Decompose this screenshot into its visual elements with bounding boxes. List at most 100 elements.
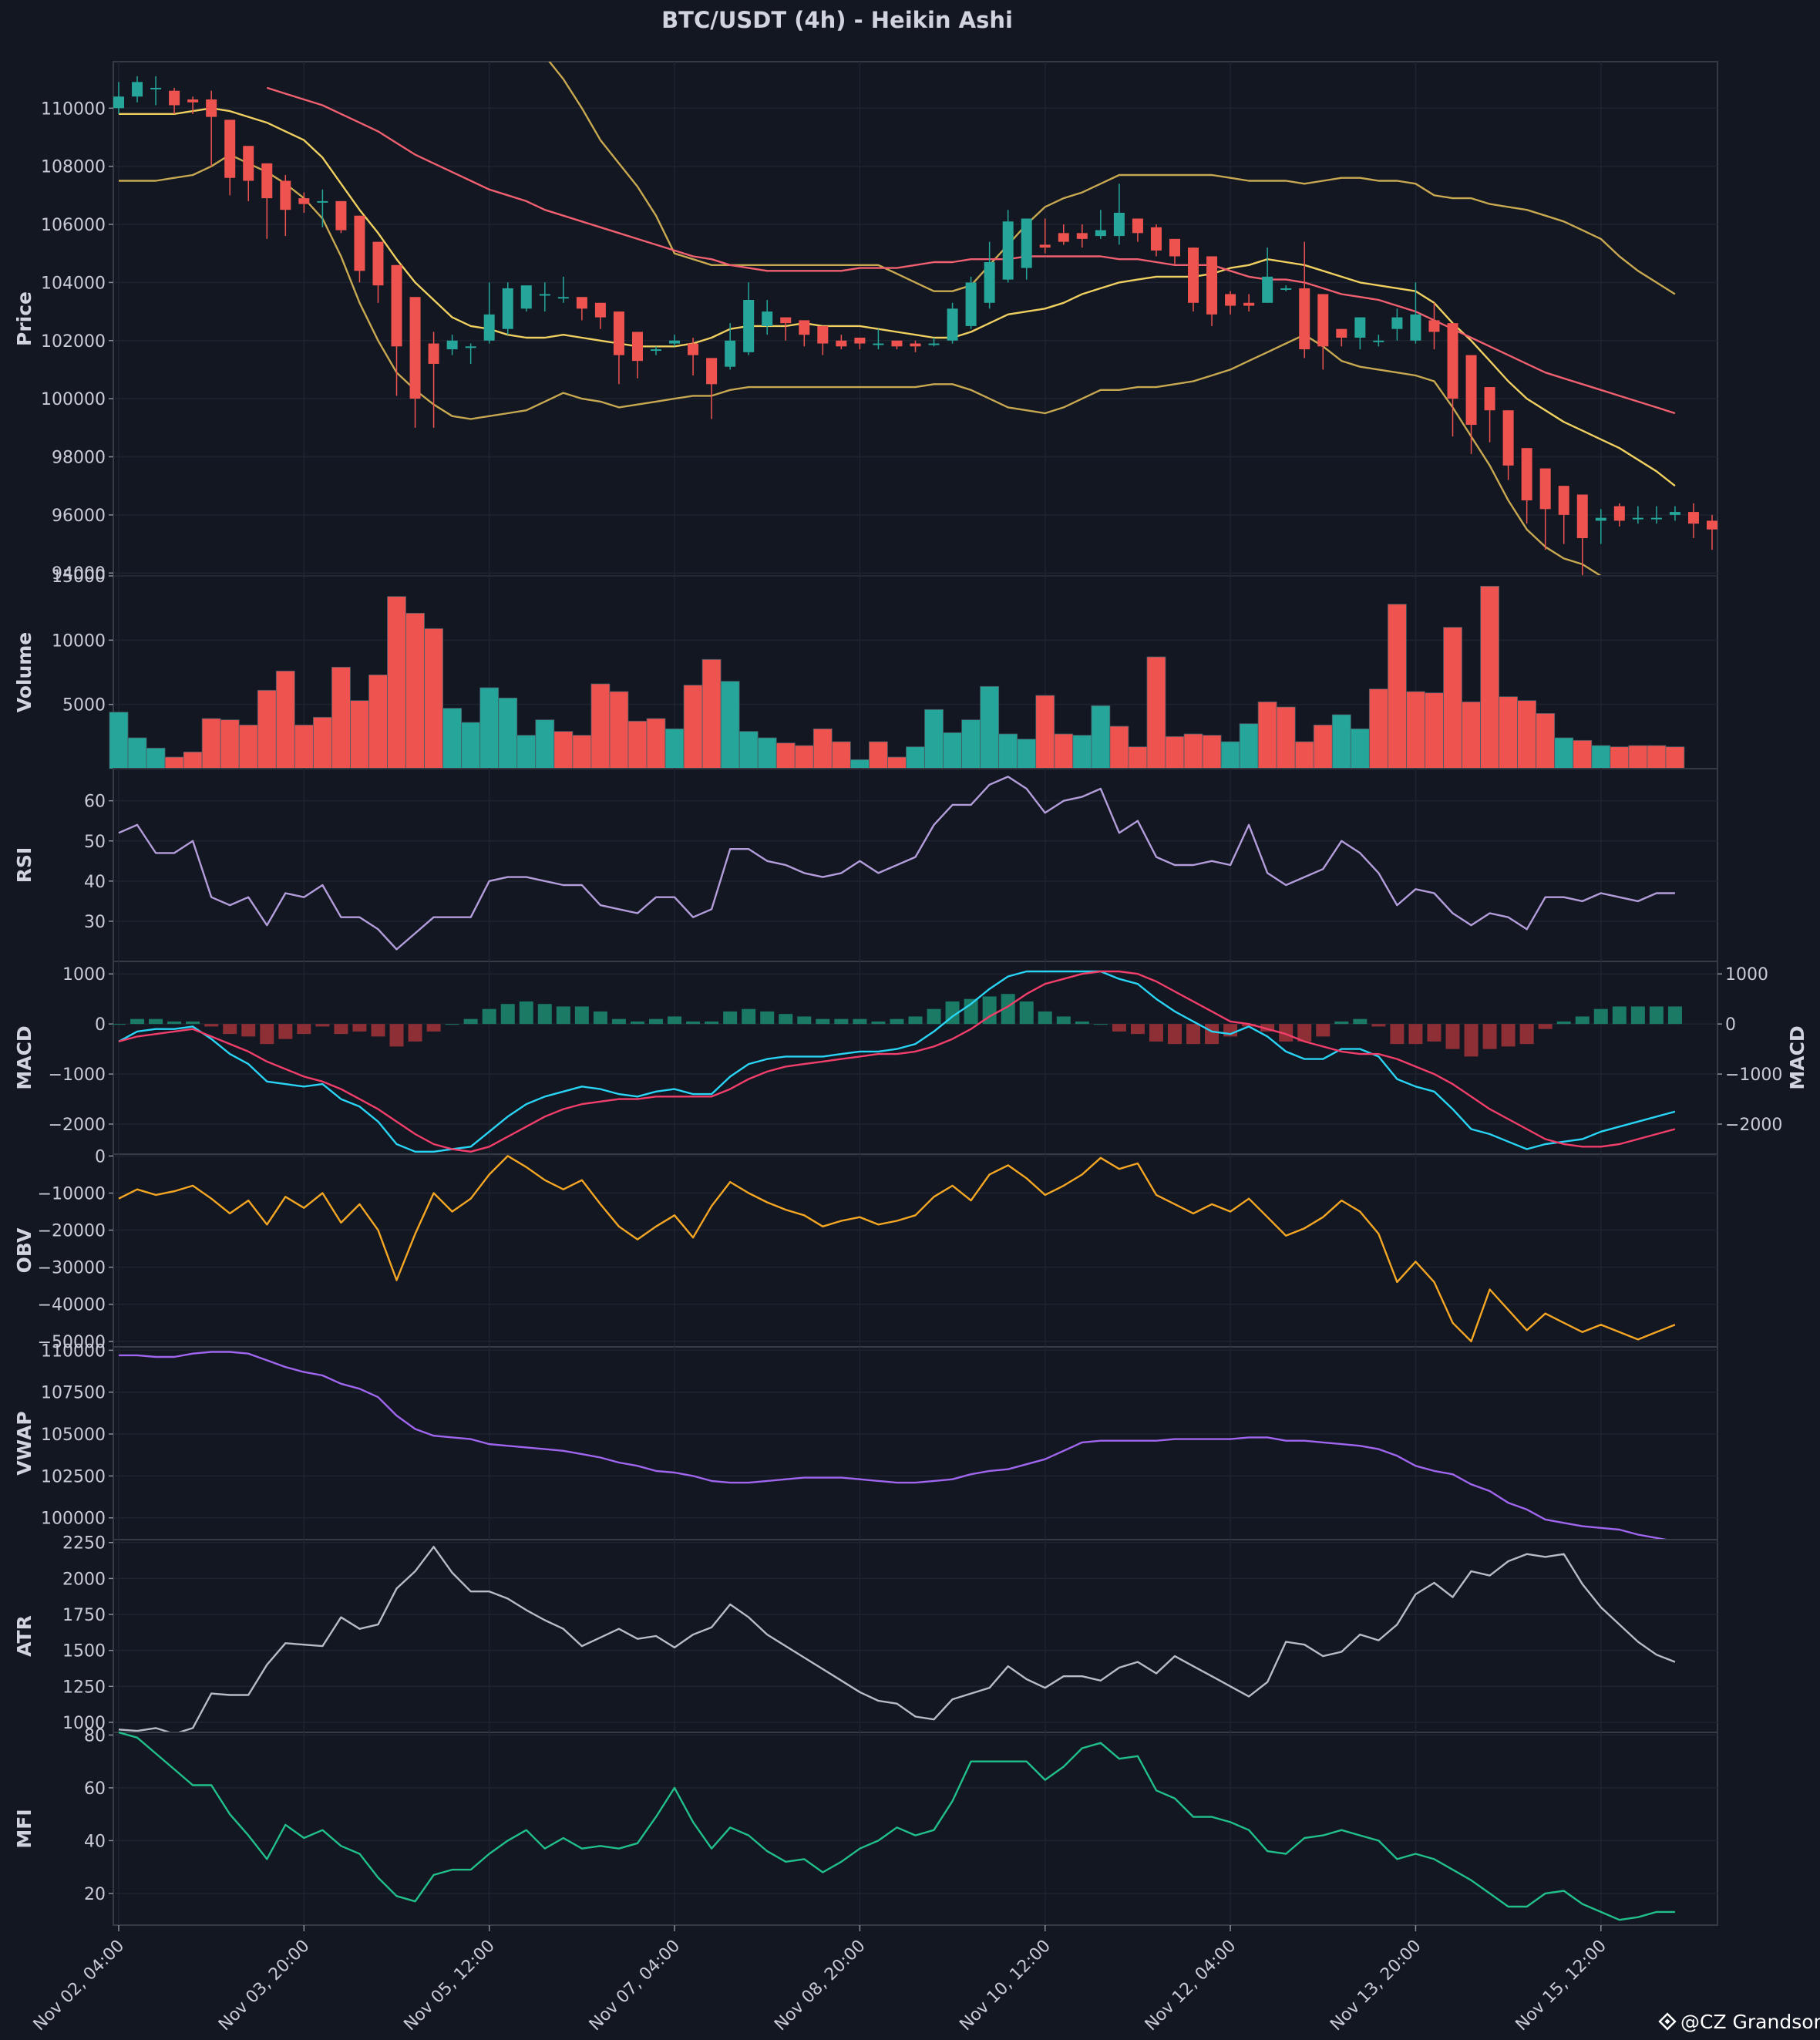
candle-body [409,297,421,399]
volume-bar [1257,701,1277,769]
obv-tick-label: −50000 [38,1333,106,1352]
macd-histogram-bar [705,1021,719,1025]
candle-body [187,99,199,103]
candle-body [1095,230,1106,237]
candle-body [947,308,958,341]
candle-body [1669,512,1680,515]
candle-body [594,302,606,318]
macd-histogram-bar [1297,1024,1312,1042]
candle-body [520,285,532,309]
candle-body [836,340,847,347]
macd-histogram-bar [1279,1024,1294,1042]
volume-bar [1536,712,1556,769]
watermark: @CZ Grandson [1658,2011,1820,2033]
macd-histogram-bar [1019,1001,1034,1025]
x-tick-label: Nov 07, 04:00 [586,1937,685,2035]
macd-histogram-bar [611,1018,626,1025]
volume-tick-label: 10000 [52,631,106,651]
macd-tick-label: −2000 [49,1116,106,1135]
macd-histogram-bar [816,1018,830,1025]
macd-signal-line [118,970,1676,1153]
volume-bar [1276,706,1296,769]
macd-histogram-bar [389,1024,404,1047]
indicator-panels: 9400096000980001000001020001040001060001… [13,61,1808,1926]
candle-body [780,317,792,324]
volume-bar [1628,745,1648,769]
macd-histogram-bar [742,1008,756,1025]
volume-bar [924,709,944,769]
candle-body [372,241,384,286]
mfi-tick-label: 20 [84,1885,106,1904]
candle-body [1132,218,1143,234]
volume-bar [1425,692,1444,769]
candle-body [1021,218,1032,268]
volume-bar [572,735,592,769]
price-axis-label: Price [13,291,35,346]
macd-histogram-bar [223,1024,237,1035]
mfi-axis-label: MFI [13,1809,35,1848]
candle-body [1150,227,1162,251]
candle-body [799,320,810,335]
macd-histogram-bar [1538,1024,1553,1029]
macd-axis-label: MACD [13,1025,35,1089]
x-axis: Nov 02, 04:00 Nov 03, 20:00 Nov 05, 12:00 N… [30,1925,1610,2035]
watermark-text: @CZ Grandson [1680,2011,1820,2033]
volume-bar [1128,746,1148,769]
price-tick-label: 110000 [41,99,106,119]
macd-histogram-bar [1001,994,1015,1025]
candle-body [483,314,495,341]
volume-bar [1665,746,1685,769]
candle-body [762,311,773,326]
candle-body [113,96,124,109]
volume-bar [1035,695,1055,769]
candle-body [1280,288,1292,290]
atr-tick-label: 1250 [62,1678,106,1697]
candle-body [298,198,310,204]
candle-body [465,346,476,348]
candle-body [613,311,624,355]
volume-bar [627,720,648,769]
candle-body [1558,486,1569,515]
macd-line [118,970,1676,1153]
macd-histogram-bar [1167,1024,1182,1045]
macd-histogram-bar [1371,1024,1386,1027]
macd-histogram-bar [556,1006,570,1025]
volume-bar [350,700,369,769]
macd-histogram-bar [797,1016,812,1025]
macd-histogram-bar [1612,1006,1627,1025]
volume-bar [1480,585,1499,769]
candle-body [1262,276,1273,303]
obv-tick-label: −40000 [38,1296,106,1315]
candle-body [1002,221,1014,280]
macd-panel: −2000 −2000 −1000 −1000 0 0 1000 1000 MACD MACD [13,961,1808,1155]
mfi-tick-label: 80 [84,1726,106,1745]
macd-histogram-bar [1093,1024,1108,1025]
macd-frame [113,961,1718,1155]
atr-axis-label: ATR [13,1615,35,1657]
mfi-frame [113,1732,1718,1926]
volume-bar [720,681,740,769]
rsi-tick-label: 40 [84,873,106,892]
macd-right-tick-label: 0 [1725,1015,1736,1035]
candle-body [224,120,236,178]
candle-body [651,349,662,352]
macd-histogram-bar [1593,1008,1608,1025]
candle-body [446,340,458,350]
candle-body [1058,233,1069,242]
vwap-panel: 100000 102500 105000 107500 110000 VWAP [13,1341,1718,1543]
volume-bar [1554,737,1574,769]
candle-body [1650,517,1662,520]
volume-bar [146,747,166,769]
price-tick-label: 100000 [41,390,106,409]
candle-body [557,297,569,299]
x-tick-label: Nov 02, 04:00 [30,1937,129,2035]
candle-body [725,340,736,367]
candle-body [1113,212,1125,237]
volume-bar [331,666,351,769]
obv-tick-label: −20000 [38,1222,106,1241]
macd-histogram-bar [982,996,997,1025]
candle-body [1428,320,1440,332]
macd-histogram-bar [297,1024,311,1035]
macd-histogram-bar [1075,1021,1089,1025]
volume-bar [1331,714,1351,769]
